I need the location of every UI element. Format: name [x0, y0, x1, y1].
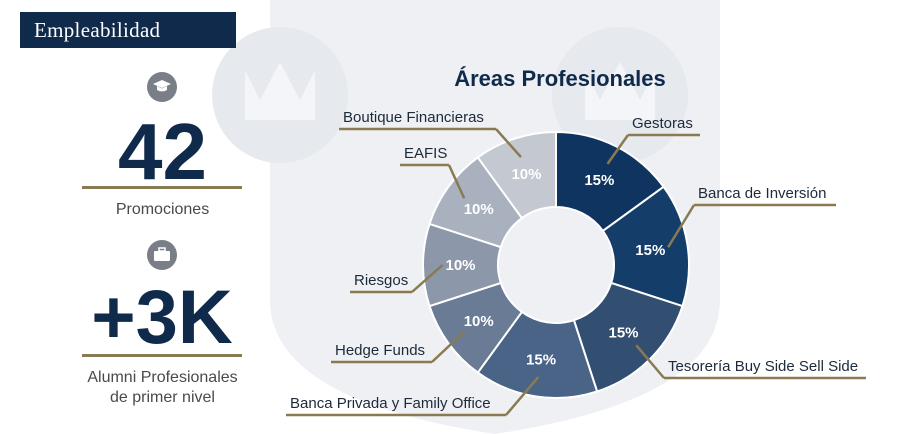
leader-line: [606, 134, 630, 165]
category-label: Gestoras: [632, 115, 693, 132]
chart-title: Áreas Profesionales: [454, 66, 666, 91]
stat-alumni-value: +3K: [91, 275, 233, 360]
stat-alumni-label: Alumni Profesionales de primer nivel: [60, 368, 265, 408]
donut-slice: [572, 281, 684, 393]
slice-value-label: 10%: [511, 166, 541, 183]
category-label: Banca de Inversión: [698, 185, 826, 202]
leader-line: [635, 344, 665, 379]
category-label: Banca Privada y Family Office: [290, 395, 491, 412]
slice-value-label: 10%: [445, 257, 475, 274]
slice-value-label: 15%: [635, 242, 665, 259]
donut-slice: [601, 185, 690, 308]
stat-alumni-label-line2: de primer nivel: [110, 389, 215, 406]
slice-value-label: 10%: [464, 201, 494, 218]
leader-line: [495, 128, 522, 158]
stat-promotions-value: 42: [118, 107, 207, 196]
donut-slice: [476, 130, 557, 220]
section-tag-label: Empleabilidad: [34, 17, 161, 42]
slice-value-label: 15%: [526, 351, 556, 368]
category-label: EAFIS: [404, 145, 447, 162]
section-tag: Empleabilidad: [20, 12, 236, 48]
briefcase-icon: [147, 240, 177, 270]
slice-value-label: 15%: [584, 172, 614, 189]
donut-slice: [476, 310, 599, 399]
category-label: Riesgos: [354, 272, 408, 289]
leader-line: [431, 330, 466, 363]
category-label: Tesorería Buy Side Sell Side: [668, 358, 858, 375]
leader-line: [505, 376, 540, 416]
graduation-cap-icon: [147, 72, 177, 102]
leader-line: [447, 164, 466, 199]
slice-value-label: 10%: [464, 313, 494, 330]
stat-promotions-label: Promociones: [115, 201, 210, 218]
category-label: Boutique Financieras: [343, 109, 484, 126]
leader-line: [667, 204, 696, 248]
slice-value-label: 15%: [609, 325, 639, 342]
leader-line: [411, 264, 444, 293]
stat-alumni-label-line1: Alumni Profesionales: [87, 369, 238, 386]
stat-divider: [82, 186, 242, 189]
category-label: Hedge Funds: [335, 342, 425, 359]
stat-divider: [82, 354, 242, 357]
